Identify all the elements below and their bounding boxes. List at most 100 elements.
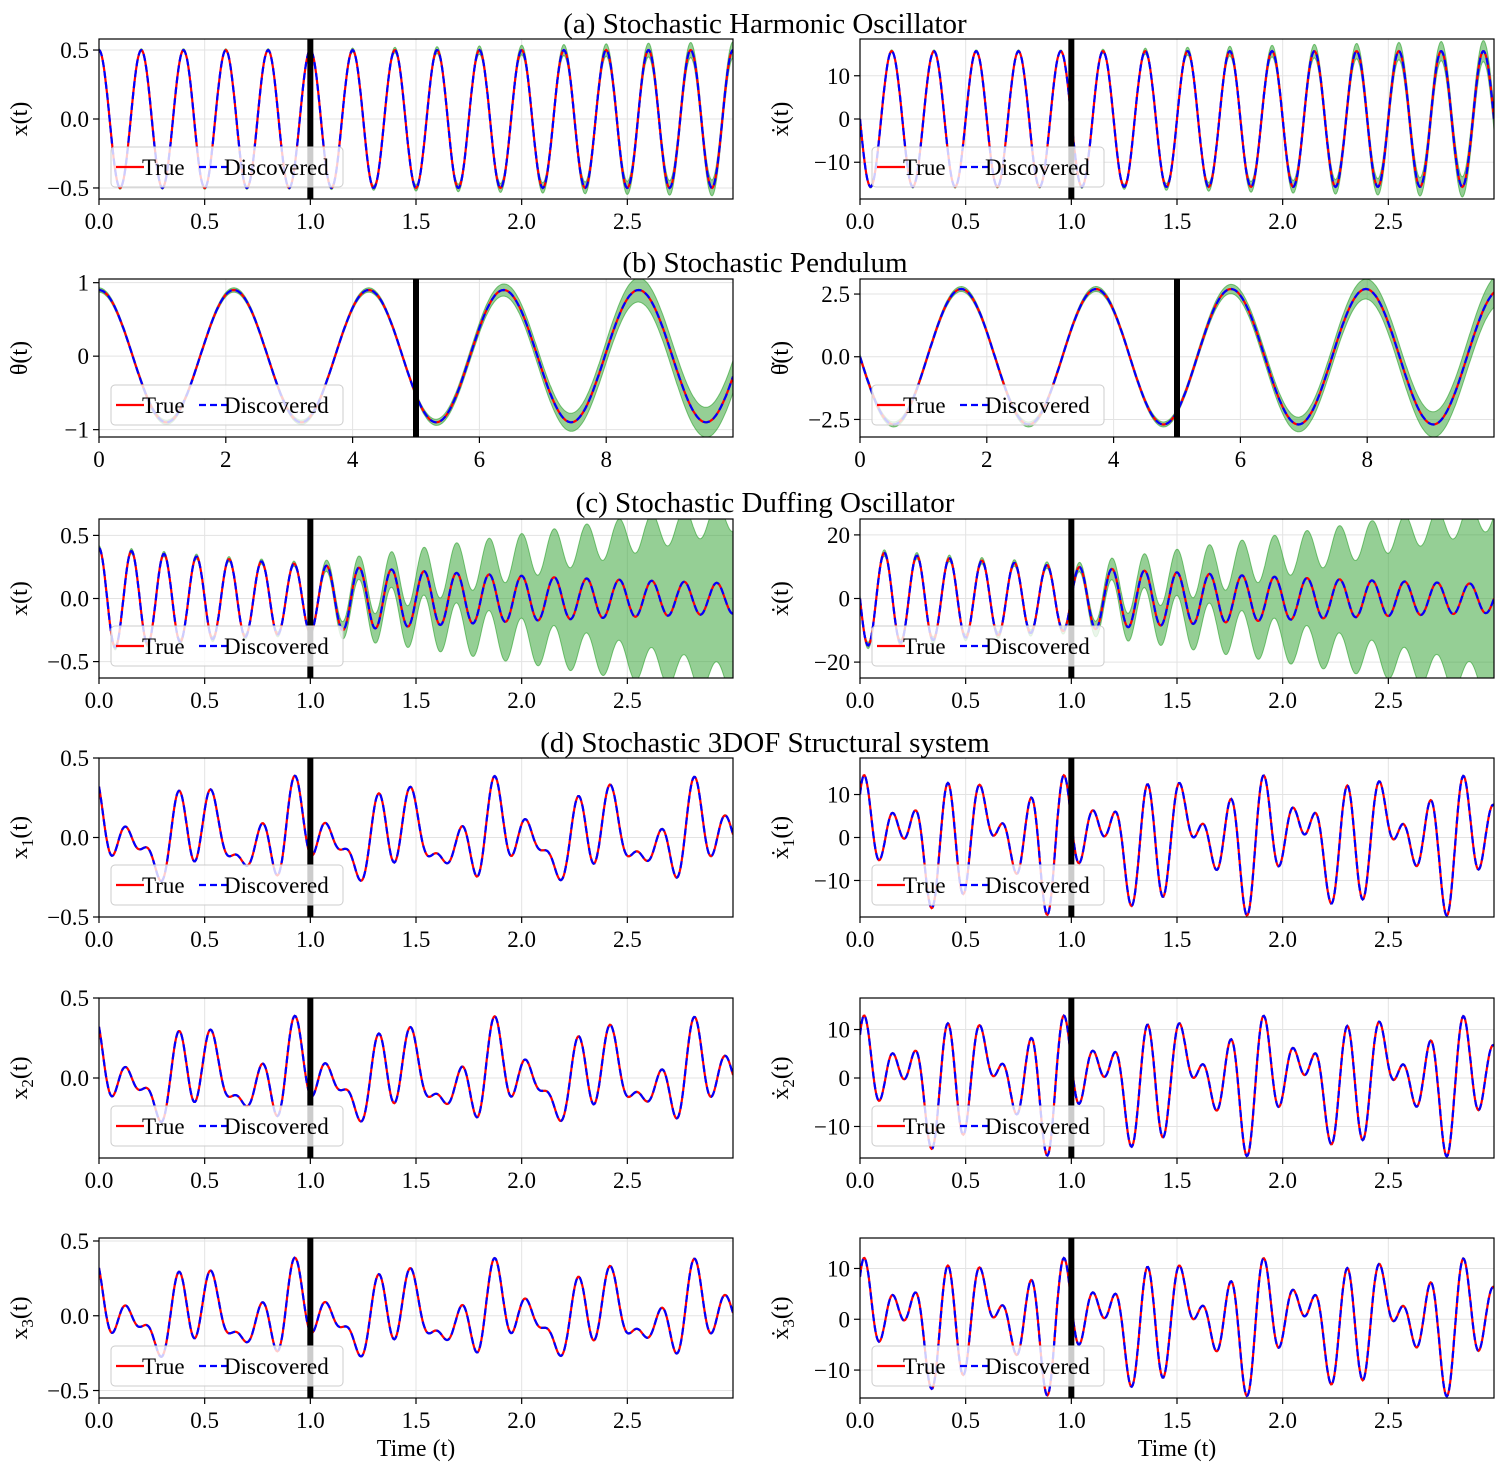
x-tick-label: 1.0 — [1057, 927, 1086, 952]
legend: True Discovered — [110, 625, 344, 667]
legend-discovered-label: Discovered — [985, 393, 1090, 418]
x-tick-label: 0.5 — [951, 927, 980, 952]
x-tick-label: 2.5 — [613, 1168, 642, 1193]
y-tick-label: 10 — [827, 1018, 850, 1043]
legend: True Discovered — [871, 146, 1105, 188]
y-tick-label: 0 — [839, 107, 851, 132]
legend-discovered-label: Discovered — [224, 1114, 329, 1139]
legend-true-label: True — [903, 393, 946, 418]
subplot-title: (b) Stochastic Pendulum — [622, 247, 908, 279]
x-tick-label: 2.0 — [507, 209, 536, 234]
x-tick-label: 1.5 — [1163, 927, 1192, 952]
x-tick-label: 1.0 — [296, 1168, 325, 1193]
y-tick-label: 20 — [827, 523, 850, 548]
x-tick-label: 1.0 — [1057, 1408, 1086, 1433]
legend-true-label: True — [142, 634, 185, 659]
panel-pend-v: 0 2 4 6 8 2.5 0.0 −2.5 θ̇(t) True Discovered — [768, 278, 1495, 472]
y-tick-label: 0.5 — [60, 1229, 89, 1254]
x-tick-label: 2.5 — [1374, 688, 1403, 713]
x-tick-label: 2.0 — [507, 1168, 536, 1193]
legend-discovered-label: Discovered — [985, 873, 1090, 898]
x-tick-label: 4 — [347, 447, 359, 472]
x-tick-label: 2.0 — [1268, 209, 1297, 234]
x-tick-label: 0.0 — [85, 1168, 114, 1193]
panel-pend-x: 0 2 4 6 810−1θ(t)True Discovered — [7, 271, 734, 472]
x-tick-label: 1.5 — [1163, 209, 1192, 234]
panel-dof-x2: 0.0 0.5 1.0 1.5 2.0 2.5 0.5 0.0 x2(t) True Discove… — [7, 986, 734, 1193]
y-tick-label: −10 — [814, 868, 850, 893]
y-tick-label: 0 — [839, 826, 851, 851]
panel-dof-v3: 0.0 0.5 1.0 1.5 2.0 2.5 10 0 −10 ẋ3(t) Time (t) Tru… — [768, 1237, 1495, 1462]
y-tick-label: −10 — [814, 150, 850, 175]
x-tick-label: 1.0 — [296, 688, 325, 713]
legend-discovered-label: Discovered — [224, 393, 329, 418]
x-tick-label: 0.5 — [951, 1168, 980, 1193]
x-tick-label: 2.5 — [1374, 927, 1403, 952]
y-axis-label: θ̇(t) — [768, 341, 794, 375]
y-axis-label: x3(t) — [7, 1296, 37, 1339]
y-tick-label: 0 — [78, 344, 90, 369]
legend: True Discovered — [871, 625, 1105, 667]
y-axis-label: ẋ(t) — [768, 102, 794, 137]
x-tick-label: 0.5 — [190, 688, 219, 713]
legend-true-label: True — [903, 155, 946, 180]
series-discovered-line — [99, 1256, 733, 1358]
y-tick-label: 10 — [827, 783, 850, 808]
y-tick-label: 0.5 — [60, 986, 89, 1011]
x-tick-label: 2.5 — [613, 1408, 642, 1433]
y-tick-label: −10 — [814, 1358, 850, 1383]
x-tick-label: 2.5 — [613, 927, 642, 952]
y-tick-label: 0.0 — [60, 587, 89, 612]
y-tick-label: 0.0 — [60, 107, 89, 132]
x-tick-label: 1.5 — [1163, 688, 1192, 713]
subplot-title: (d) Stochastic 3DOF Structural system — [540, 727, 990, 759]
legend-true-label: True — [903, 1114, 946, 1139]
x-tick-label: 0 — [854, 447, 866, 472]
legend: True Discovered — [110, 146, 344, 188]
x-tick-label: 1.0 — [1057, 209, 1086, 234]
x-tick-label: 2.0 — [1268, 927, 1297, 952]
x-tick-label: 2.0 — [1268, 688, 1297, 713]
legend-discovered-label: Discovered — [985, 155, 1090, 180]
legend-true-label: True — [903, 1354, 946, 1379]
x-tick-label: 0.0 — [846, 1408, 875, 1433]
x-tick-label: 1.5 — [402, 1408, 431, 1433]
x-tick-label: 0.5 — [951, 209, 980, 234]
x-tick-label: 2.0 — [1268, 1408, 1297, 1433]
legend: True Discovered — [871, 384, 1105, 426]
y-axis-label: ẋ3(t) — [768, 1296, 798, 1339]
legend-discovered-label: Discovered — [224, 1354, 329, 1379]
x-tick-label: 0.0 — [846, 927, 875, 952]
x-tick-label: 1.5 — [402, 1168, 431, 1193]
x-tick-label: 0.0 — [846, 209, 875, 234]
y-tick-label: −0.5 — [47, 1379, 89, 1404]
legend: True Discovered — [871, 864, 1105, 906]
y-axis-label: θ(t) — [7, 341, 33, 375]
y-axis-label: x1(t) — [7, 816, 37, 859]
x-tick-label: 2.5 — [1374, 209, 1403, 234]
y-tick-label: −0.5 — [47, 905, 89, 930]
x-tick-label: 0.5 — [190, 1168, 219, 1193]
y-tick-label: −20 — [814, 650, 850, 675]
panel-dof-v1: 0.0 0.5 1.0 1.5 2.0 2.5 10 0 −10 ẋ1(t) True Discove… — [768, 757, 1495, 952]
x-tick-label: 2.5 — [1374, 1408, 1403, 1433]
x-tick-label: 0.5 — [951, 1408, 980, 1433]
y-tick-label: −0.5 — [47, 650, 89, 675]
y-tick-label: −10 — [814, 1114, 850, 1139]
y-tick-label: 10 — [827, 64, 850, 89]
x-tick-label: 2.5 — [1374, 1168, 1403, 1193]
x-tick-label: 0 — [93, 447, 105, 472]
y-tick-label: 2.5 — [821, 282, 850, 307]
panel-ho-v: 0.0 0.5 1.0 1.5 2.0 2.5 10 0 −10 ẋ(t) True Discover… — [768, 38, 1495, 234]
series-true-line — [860, 49, 1494, 189]
x-tick-label: 0.5 — [190, 1408, 219, 1433]
x-tick-label: 0.0 — [85, 1408, 114, 1433]
x-tick-label: 0.5 — [951, 688, 980, 713]
y-axis-label: ẋ2(t) — [768, 1056, 798, 1099]
x-axis-label: Time (t) — [1138, 1436, 1216, 1462]
legend-discovered-label: Discovered — [224, 634, 329, 659]
x-axis-label: Time (t) — [377, 1436, 455, 1462]
x-tick-label: 2.5 — [613, 209, 642, 234]
x-tick-label: 1.0 — [296, 209, 325, 234]
